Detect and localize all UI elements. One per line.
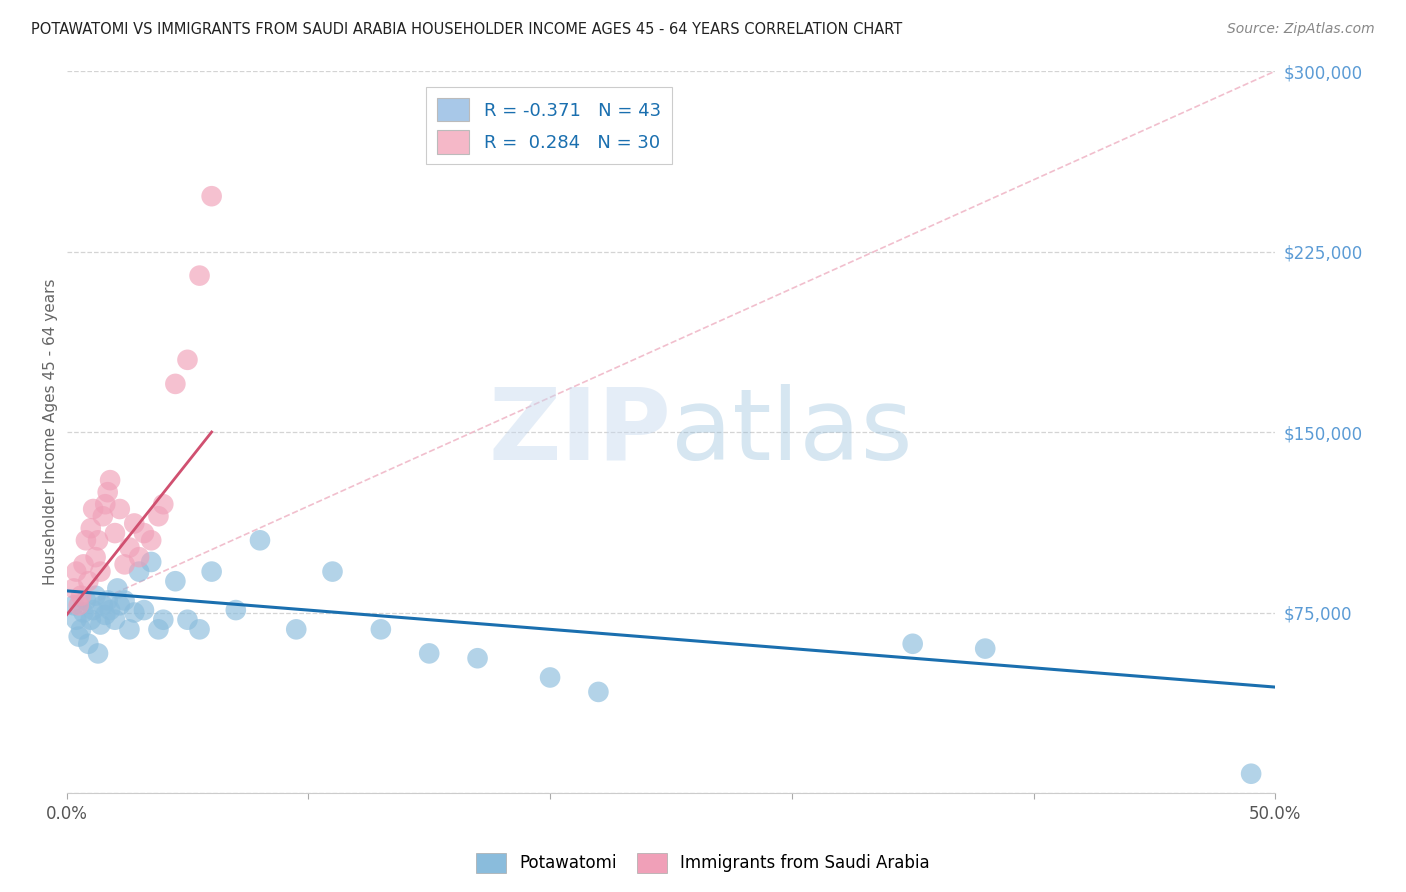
- Point: [152, 497, 174, 511]
- Point: [108, 502, 131, 516]
- Point: [201, 565, 224, 579]
- Point: [538, 670, 561, 684]
- Point: [87, 647, 110, 661]
- Point: [285, 623, 308, 637]
- Point: [225, 603, 247, 617]
- Point: [70, 589, 93, 603]
- Point: [176, 352, 198, 367]
- Point: [141, 555, 163, 569]
- Point: [114, 593, 136, 607]
- Point: [67, 630, 90, 644]
- Point: [152, 613, 174, 627]
- Point: [80, 613, 103, 627]
- Point: [114, 558, 136, 572]
- Point: [104, 613, 127, 627]
- Point: [67, 599, 90, 613]
- Point: [901, 637, 924, 651]
- Point: [65, 565, 87, 579]
- Point: [201, 189, 224, 203]
- Point: [94, 497, 117, 511]
- Point: [91, 599, 114, 613]
- Point: [84, 589, 107, 603]
- Point: [75, 533, 97, 548]
- Point: [188, 623, 211, 637]
- Point: [467, 651, 489, 665]
- Point: [98, 603, 121, 617]
- Point: [176, 613, 198, 627]
- Point: [128, 550, 150, 565]
- Point: [77, 574, 100, 589]
- Point: [588, 685, 610, 699]
- Point: [70, 623, 93, 637]
- Point: [124, 606, 146, 620]
- Point: [65, 613, 87, 627]
- Point: [63, 599, 86, 613]
- Legend: Potawatomi, Immigrants from Saudi Arabia: Potawatomi, Immigrants from Saudi Arabia: [470, 847, 936, 880]
- Point: [98, 473, 121, 487]
- Point: [91, 509, 114, 524]
- Y-axis label: Householder Income Ages 45 - 64 years: Householder Income Ages 45 - 64 years: [44, 279, 58, 585]
- Point: [370, 623, 392, 637]
- Text: atlas: atlas: [671, 384, 912, 481]
- Point: [104, 526, 127, 541]
- Point: [77, 637, 100, 651]
- Point: [132, 526, 155, 541]
- Point: [72, 558, 94, 572]
- Point: [75, 593, 97, 607]
- Point: [97, 593, 120, 607]
- Point: [124, 516, 146, 531]
- Point: [97, 485, 120, 500]
- Point: [94, 607, 117, 622]
- Point: [148, 623, 170, 637]
- Point: [89, 565, 111, 579]
- Point: [165, 376, 187, 391]
- Point: [82, 502, 104, 516]
- Text: POTAWATOMI VS IMMIGRANTS FROM SAUDI ARABIA HOUSEHOLDER INCOME AGES 45 - 64 YEARS: POTAWATOMI VS IMMIGRANTS FROM SAUDI ARAB…: [31, 22, 903, 37]
- Point: [974, 641, 997, 656]
- Legend: R = -0.371   N = 43, R =  0.284   N = 30: R = -0.371 N = 43, R = 0.284 N = 30: [426, 87, 672, 164]
- Point: [105, 582, 128, 596]
- Point: [84, 550, 107, 565]
- Point: [1240, 766, 1263, 780]
- Point: [132, 603, 155, 617]
- Point: [141, 533, 163, 548]
- Point: [89, 617, 111, 632]
- Point: [63, 582, 86, 596]
- Text: Source: ZipAtlas.com: Source: ZipAtlas.com: [1227, 22, 1375, 37]
- Text: ZIP: ZIP: [488, 384, 671, 481]
- Point: [108, 599, 131, 613]
- Point: [188, 268, 211, 283]
- Point: [165, 574, 187, 589]
- Point: [249, 533, 271, 548]
- Point: [128, 565, 150, 579]
- Point: [321, 565, 343, 579]
- Point: [118, 623, 141, 637]
- Point: [148, 509, 170, 524]
- Point: [118, 541, 141, 555]
- Point: [80, 521, 103, 535]
- Point: [82, 603, 104, 617]
- Point: [72, 606, 94, 620]
- Point: [87, 533, 110, 548]
- Point: [418, 647, 440, 661]
